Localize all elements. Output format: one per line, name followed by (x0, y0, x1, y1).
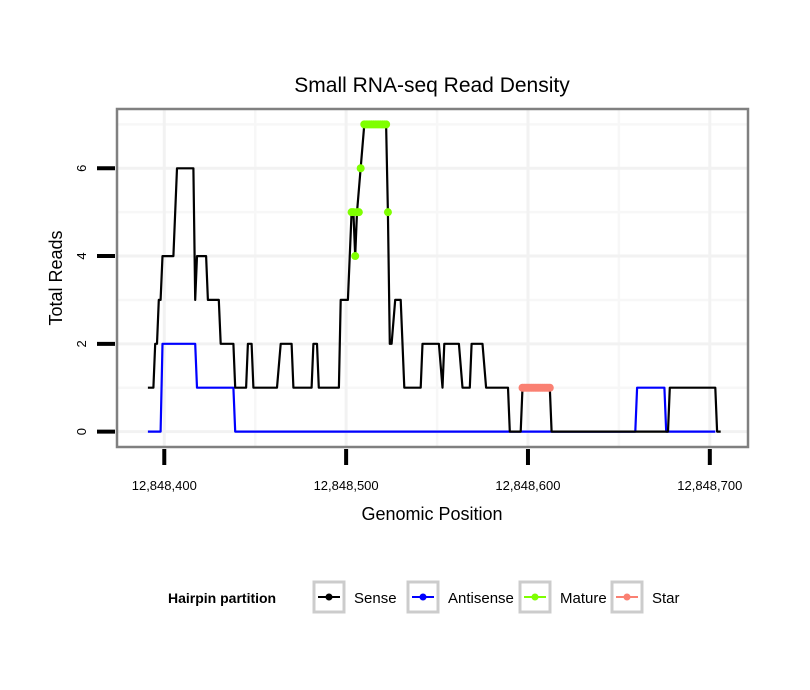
mature-point (383, 208, 392, 217)
x-tick-label: 12,848,700 (677, 478, 742, 493)
legend-key-point (531, 593, 539, 601)
y-tick-label: 2 (74, 340, 89, 347)
legend-label: Star (652, 590, 680, 607)
y-tick-label: 6 (74, 165, 89, 172)
y-axis: 0 2 4 6 (74, 165, 115, 435)
y-tick-label: 0 (74, 428, 89, 435)
legend-key-point (623, 593, 631, 601)
y-tick-label: 4 (74, 252, 89, 259)
legend-label: Mature (560, 590, 607, 607)
plot-panel (117, 109, 748, 447)
mature-point (354, 208, 363, 217)
antisense-series-line (147, 342, 716, 433)
y-axis-title: Total Reads (46, 230, 66, 325)
chart-title: Small RNA-seq Read Density (294, 74, 570, 97)
legend-item-sense: Sense (312, 580, 397, 614)
legend-title: Hairpin partition (168, 590, 276, 606)
legend-item-mature: Mature (518, 580, 607, 614)
x-tick-label: 12,848,600 (495, 478, 560, 493)
x-axis-title: Genomic Position (361, 504, 502, 524)
mature-point (351, 252, 360, 261)
legend-key-point (419, 593, 427, 601)
legend-item-antisense: Antisense (406, 580, 514, 614)
legend: Hairpin partition Sense Antisense Mature St… (168, 580, 680, 614)
star-point (545, 383, 554, 392)
x-tick-label: 12,848,400 (132, 478, 197, 493)
x-tick-label: 12,848,500 (314, 478, 379, 493)
legend-label: Sense (354, 590, 397, 607)
legend-label: Antisense (448, 590, 514, 607)
series-layer (147, 120, 721, 433)
legend-key-point (325, 593, 333, 601)
x-axis: 12,848,400 12,848,500 12,848,600 12,848,700 (132, 449, 742, 493)
mature-point (356, 164, 365, 173)
plot-border (115, 107, 750, 449)
mature-point (382, 120, 391, 129)
legend-item-star: Star (610, 580, 680, 614)
